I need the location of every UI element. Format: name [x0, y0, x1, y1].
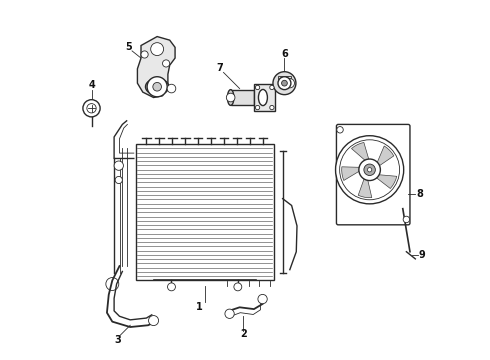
Circle shape — [368, 168, 372, 172]
Text: 4: 4 — [88, 80, 95, 90]
Text: 6: 6 — [281, 49, 288, 59]
Bar — [363, 165, 377, 175]
Polygon shape — [358, 176, 372, 198]
Circle shape — [147, 77, 167, 97]
Circle shape — [83, 100, 100, 117]
Circle shape — [153, 82, 161, 91]
Text: 9: 9 — [419, 250, 425, 260]
Polygon shape — [137, 37, 175, 98]
Circle shape — [278, 77, 291, 90]
Polygon shape — [351, 143, 369, 162]
Circle shape — [114, 161, 123, 170]
Circle shape — [364, 164, 375, 176]
Ellipse shape — [258, 89, 268, 105]
Text: 3: 3 — [114, 334, 121, 345]
Circle shape — [151, 42, 164, 55]
Circle shape — [337, 127, 343, 133]
Ellipse shape — [146, 79, 169, 95]
Circle shape — [336, 136, 404, 204]
Circle shape — [141, 51, 148, 58]
Circle shape — [273, 72, 296, 95]
Circle shape — [167, 84, 176, 93]
Circle shape — [234, 283, 242, 291]
Bar — [231, 90, 254, 105]
Circle shape — [163, 60, 170, 67]
Circle shape — [255, 85, 260, 90]
Circle shape — [115, 176, 122, 184]
Circle shape — [403, 216, 410, 223]
Text: 1: 1 — [196, 302, 203, 312]
Bar — [278, 76, 291, 83]
Polygon shape — [342, 167, 362, 180]
Text: 8: 8 — [416, 189, 423, 199]
Text: 7: 7 — [217, 63, 223, 73]
Circle shape — [270, 105, 274, 110]
Ellipse shape — [227, 90, 234, 105]
Circle shape — [168, 283, 175, 291]
Polygon shape — [374, 175, 397, 189]
Circle shape — [148, 316, 159, 325]
Circle shape — [359, 159, 380, 180]
Bar — [254, 84, 275, 111]
Circle shape — [285, 78, 294, 88]
Polygon shape — [376, 146, 394, 167]
Circle shape — [226, 93, 235, 102]
FancyBboxPatch shape — [337, 125, 410, 225]
Circle shape — [282, 80, 287, 86]
Text: 2: 2 — [240, 329, 246, 339]
Circle shape — [87, 104, 96, 113]
Circle shape — [270, 85, 274, 90]
Bar — [136, 144, 274, 280]
Circle shape — [258, 294, 267, 304]
Circle shape — [255, 105, 260, 110]
Circle shape — [225, 309, 234, 319]
Text: 5: 5 — [125, 42, 132, 51]
